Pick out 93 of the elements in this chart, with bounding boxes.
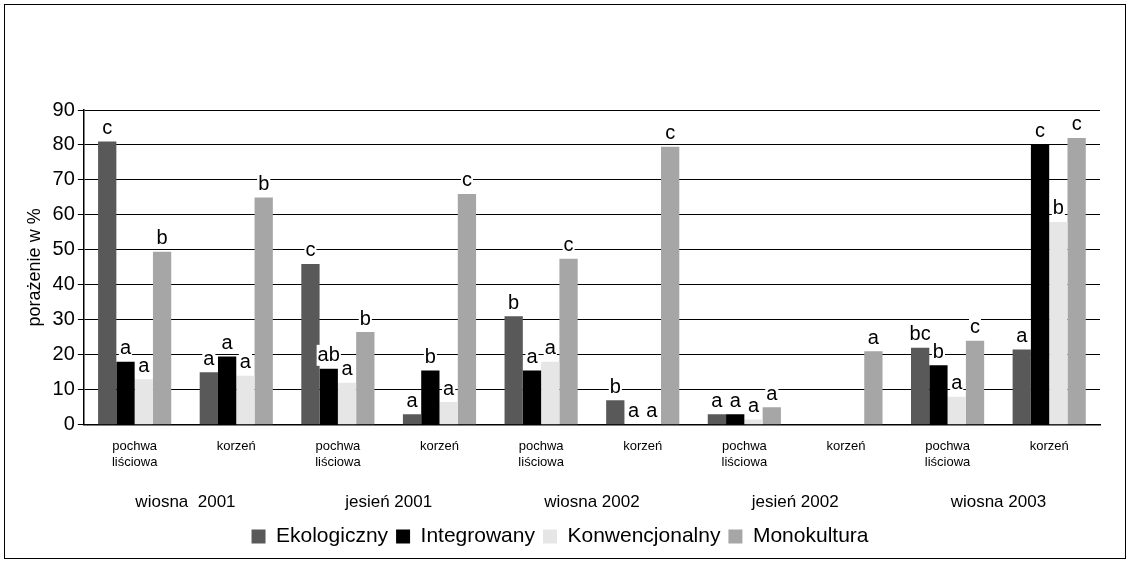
text: wiosna 2002 xyxy=(543,491,640,511)
data-label: a xyxy=(443,376,456,399)
data-label: c xyxy=(970,315,981,338)
bar xyxy=(504,316,523,425)
y-tick-label: 80 xyxy=(52,132,75,155)
bar xyxy=(439,402,458,425)
y-axis-title: porażenie w % xyxy=(23,208,44,327)
bar xyxy=(1012,349,1031,425)
data-label: a xyxy=(711,388,724,411)
data-label: c xyxy=(102,116,113,138)
x-tick-label: korzeń xyxy=(1029,438,1069,454)
bar xyxy=(1049,221,1068,425)
data-label: c xyxy=(665,121,676,144)
data-label: b xyxy=(258,171,270,194)
bar xyxy=(457,193,477,425)
data-label: bc xyxy=(909,322,931,345)
data-label: a xyxy=(867,325,880,348)
bar xyxy=(301,263,320,425)
bar xyxy=(254,197,273,425)
data-label: a xyxy=(221,331,234,354)
y-tick-label: 20 xyxy=(52,342,75,365)
y-tick-label: 30 xyxy=(52,307,75,330)
data-label: a xyxy=(341,357,354,380)
x-tick-label: korzeń xyxy=(826,438,866,454)
data-label: a xyxy=(646,399,659,422)
bar xyxy=(1067,137,1086,425)
data-label: b xyxy=(156,226,168,249)
x-tick-label: pochwa liściowa xyxy=(721,438,768,469)
bar xyxy=(356,332,375,425)
bar xyxy=(864,351,883,425)
x-tick-label: pochwa liściowa xyxy=(315,438,362,469)
data-label: a xyxy=(526,345,539,368)
y-tick-label: 40 xyxy=(52,272,75,295)
data-label: c xyxy=(1035,119,1046,142)
bar xyxy=(541,361,560,425)
data-label: b xyxy=(508,290,520,313)
y-tick-label: 90 xyxy=(52,97,75,120)
bar xyxy=(661,146,680,425)
text: jesień 2002 xyxy=(750,491,839,511)
data-label: a xyxy=(747,394,760,417)
bar xyxy=(402,414,422,425)
bar xyxy=(134,379,153,425)
x-tick-label: pochwa liściowa xyxy=(111,438,159,469)
bar xyxy=(947,396,966,425)
y-tick-label: 60 xyxy=(52,202,75,225)
y-tick-label: 50 xyxy=(52,237,75,260)
bar xyxy=(152,251,172,425)
x-tick-label: korzeń xyxy=(419,438,460,454)
text: jesień 2001 xyxy=(344,491,433,511)
bar xyxy=(965,340,985,425)
data-label: a xyxy=(628,399,641,422)
y-tick-label: 0 xyxy=(63,412,75,435)
data-label: c xyxy=(461,168,472,191)
bar xyxy=(911,347,930,425)
data-label: b xyxy=(609,374,621,397)
data-label: a xyxy=(203,346,216,369)
data-label: a xyxy=(729,388,742,411)
legend-label: Ekologiczny xyxy=(276,523,389,547)
bar xyxy=(98,141,117,425)
y-tick-label: 10 xyxy=(52,377,75,400)
x-tick-label: pochwa liściowa xyxy=(924,438,972,469)
bar xyxy=(199,372,218,425)
data-label: b xyxy=(1052,196,1064,219)
data-label: a xyxy=(951,371,964,394)
bar xyxy=(707,414,727,425)
legend-label: Integrowany xyxy=(420,523,536,547)
data-label: a xyxy=(119,336,132,359)
bar xyxy=(337,382,357,425)
bar xyxy=(606,400,625,425)
data-label: b xyxy=(359,306,371,329)
data-label: c xyxy=(1071,112,1082,135)
data-label: c xyxy=(305,238,316,261)
data-label: a xyxy=(239,350,252,373)
data-label: a xyxy=(138,353,151,376)
data-label: b xyxy=(932,339,944,362)
bar xyxy=(236,375,255,425)
data-label: c xyxy=(563,233,574,256)
data-label: a xyxy=(544,336,557,359)
data-label: ab xyxy=(317,343,340,366)
data-label: a xyxy=(1016,324,1029,347)
data-label: a xyxy=(406,388,419,411)
y-tick-label: 70 xyxy=(52,167,75,190)
data-label: a xyxy=(766,381,779,404)
bar xyxy=(762,407,781,425)
x-tick-label: pochwa liściowa xyxy=(518,438,565,469)
data-label: b xyxy=(424,345,436,368)
bar xyxy=(559,258,578,425)
legend-label: Monokultura xyxy=(752,523,869,547)
x-tick-label: korzeń xyxy=(623,438,663,454)
text: wiosna 2001 xyxy=(134,491,236,511)
legend-label: Konwencjonalny xyxy=(567,523,721,547)
x-tick-label: korzeń xyxy=(216,438,256,454)
text: wiosna 2003 xyxy=(949,491,1047,511)
